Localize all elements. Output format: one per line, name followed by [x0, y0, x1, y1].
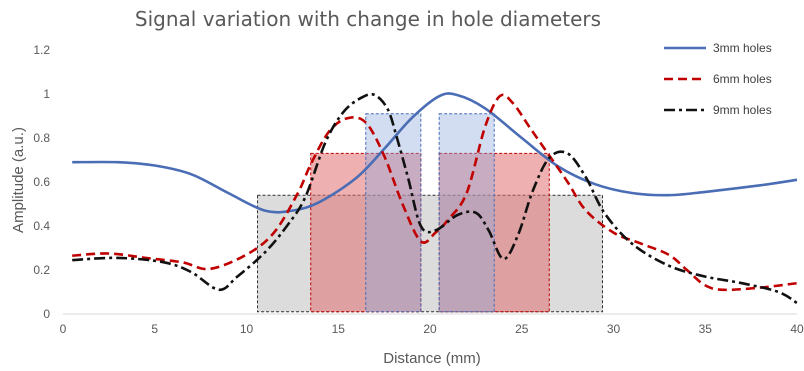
- shaded-regions: [257, 113, 603, 313]
- shaded-region-1: [257, 194, 603, 313]
- legend-label-3: 9mm holes: [713, 103, 772, 117]
- series-lines: [72, 92, 798, 305]
- chart-title: Signal variation with change in hole dia…: [135, 7, 601, 31]
- y-tick-label: 1.2: [33, 43, 50, 57]
- x-tick-label: 20: [423, 322, 437, 336]
- x-tick-label: 5: [151, 322, 158, 336]
- x-axis-ticks: 0 5 10 15 20 25 30 35 40: [60, 322, 804, 336]
- y-tick-label: 0.2: [33, 263, 50, 277]
- y-tick-label: 1: [43, 87, 50, 101]
- series-line-1: [72, 92, 798, 214]
- shaded-region-4: [365, 113, 422, 313]
- legend-label-2: 6mm holes: [713, 72, 772, 86]
- legend: 3mm holes 6mm holes 9mm holes: [664, 41, 772, 117]
- y-axis-ticks: 0 0.2 0.4 0.6 0.8 1 1.2: [33, 43, 50, 321]
- x-tick-label: 10: [240, 322, 254, 336]
- x-tick-label: 30: [607, 322, 621, 336]
- x-tick-label: 0: [60, 322, 67, 336]
- x-axis-title: Distance (mm): [383, 350, 481, 367]
- y-tick-label: 0.4: [33, 219, 50, 233]
- y-tick-label: 0.6: [33, 175, 50, 189]
- x-tick-label: 15: [332, 322, 346, 336]
- series-line-2: [72, 93, 798, 292]
- y-axis-title: Amplitude (a.u.): [10, 127, 27, 233]
- x-tick-label: 25: [515, 322, 529, 336]
- series-line-3: [72, 92, 798, 305]
- y-tick-label: 0.8: [33, 131, 50, 145]
- y-tick-label: 0: [43, 307, 50, 321]
- x-tick-label: 35: [699, 322, 713, 336]
- x-tick-label: 40: [790, 322, 804, 336]
- legend-label-1: 3mm holes: [713, 41, 772, 55]
